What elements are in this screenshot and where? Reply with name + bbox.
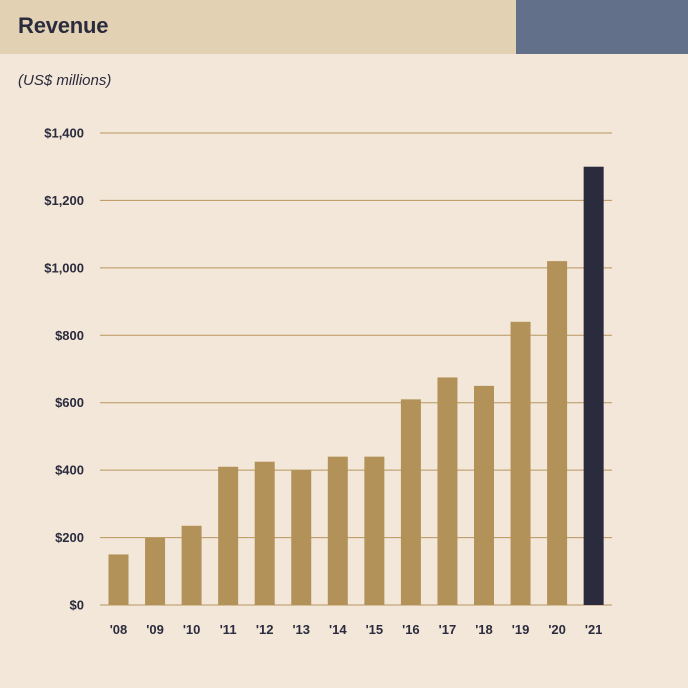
- x-tick-label: '13: [292, 622, 310, 637]
- y-tick-label: $1,000: [44, 260, 84, 275]
- bar: [181, 525, 202, 605]
- x-tick-label: '12: [256, 622, 274, 637]
- y-tick-label: $1,400: [44, 126, 84, 141]
- bar: [145, 537, 166, 605]
- x-tick-label: '16: [402, 622, 420, 637]
- bar: [400, 399, 421, 605]
- x-tick-label: '14: [329, 622, 347, 637]
- x-tick-label: '09: [146, 622, 164, 637]
- bars: [108, 166, 604, 605]
- y-tick-label: $1,200: [44, 193, 84, 208]
- chart-subtitle: (US$ millions): [18, 72, 112, 89]
- bar-highlight: [583, 166, 604, 605]
- x-tick-label: '18: [475, 622, 493, 637]
- x-tick-label: '08: [110, 622, 128, 637]
- bar: [108, 554, 129, 605]
- x-axis-tick-labels: '08 '09 '10 '11 '12 '13 '14 '15 '16 '17 '18 '19 '20 '…: [110, 622, 603, 637]
- y-axis-tick-labels: $0 $200 $400 $600 $800 $1,000 $1,200 $1,400: [44, 126, 84, 613]
- x-tick-label: '15: [366, 622, 384, 637]
- y-tick-label: $600: [55, 395, 84, 410]
- bar: [510, 321, 531, 605]
- y-tick-label: $800: [55, 328, 84, 343]
- header-band: [0, 0, 516, 54]
- chart-title: Revenue: [18, 13, 109, 38]
- bar: [254, 461, 275, 605]
- y-tick-label: $0: [70, 598, 84, 613]
- x-tick-label: '17: [439, 622, 457, 637]
- y-tick-label: $400: [55, 463, 84, 478]
- bar: [327, 456, 348, 605]
- bar: [364, 456, 385, 605]
- bar: [437, 377, 458, 605]
- x-tick-label: '21: [585, 622, 603, 637]
- y-tick-label: $200: [55, 530, 84, 545]
- x-tick-label: '19: [512, 622, 530, 637]
- header-accent-block: [516, 0, 688, 54]
- bar: [474, 385, 494, 605]
- x-tick-label: '11: [220, 622, 237, 637]
- bar: [291, 470, 312, 605]
- x-tick-label: '10: [183, 622, 201, 637]
- bar: [218, 466, 239, 605]
- bar: [547, 261, 568, 605]
- gridlines: [100, 132, 612, 606]
- x-tick-label: '20: [548, 622, 566, 637]
